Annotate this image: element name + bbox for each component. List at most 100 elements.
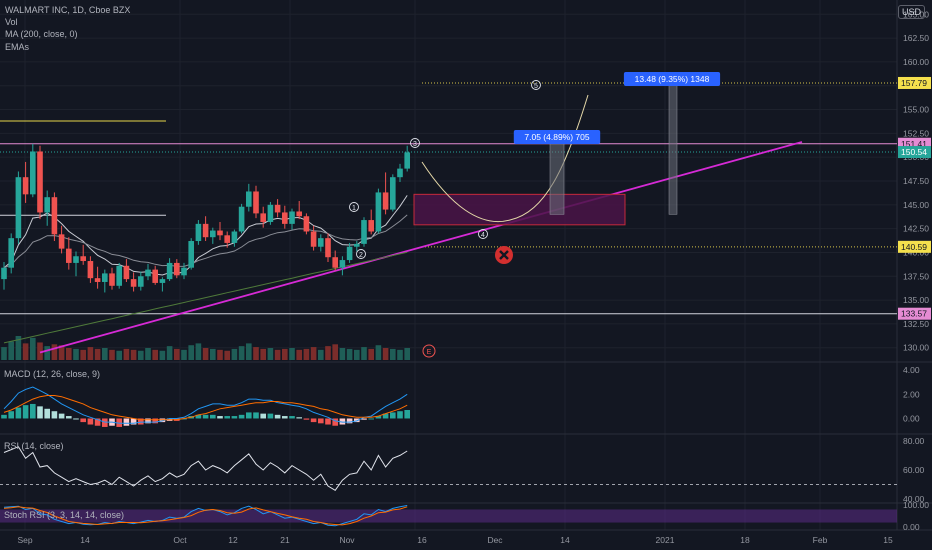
candle-body	[368, 220, 374, 232]
time-axis-label: Nov	[339, 535, 355, 545]
volume-bar	[224, 350, 230, 360]
volume-bar	[339, 348, 346, 360]
time-axis-label: Sep	[17, 535, 32, 545]
candle-body	[382, 192, 389, 210]
volume-bar	[253, 347, 259, 360]
candle-body	[1, 267, 7, 280]
candle-body	[30, 151, 36, 195]
macd-histogram-bar	[217, 416, 223, 419]
volume-bar	[130, 349, 137, 360]
volume-legend[interactable]: Vol	[5, 17, 18, 27]
rsi-pane-label[interactable]: RSI (14, close)	[4, 441, 64, 451]
candle-body	[202, 223, 209, 238]
volume-bar	[145, 348, 151, 360]
candle-body	[310, 231, 317, 247]
volume-bar	[174, 348, 180, 360]
macd-histogram-bar	[94, 418, 101, 426]
price-badge-157.79: 157.79	[898, 76, 931, 89]
macd-histogram-bar	[339, 418, 346, 425]
candle-body	[217, 230, 223, 236]
time-axis-label: 21	[280, 535, 290, 545]
volume-bar	[260, 348, 266, 360]
demand-zone-box	[413, 193, 626, 226]
candle-body	[73, 256, 79, 263]
volume-bar	[289, 348, 295, 360]
macd-histogram-bar	[1, 414, 7, 419]
macd-histogram-bar	[289, 416, 295, 419]
stoch-band	[0, 509, 897, 523]
price-tick-label: 147.50	[903, 176, 929, 186]
candle-body	[22, 177, 29, 195]
wave-marker-5: 5	[531, 80, 541, 90]
volume-bar	[382, 348, 389, 360]
candle-body	[246, 191, 252, 207]
currency-badge[interactable]: USD	[897, 5, 925, 19]
price-badge-label: 140.59	[901, 242, 927, 252]
symbol-title: WALMART INC, 1D, Cboe BZX	[5, 5, 131, 15]
candle-body	[210, 230, 216, 238]
candle-body	[130, 279, 137, 287]
candle-body	[231, 231, 238, 243]
volume-bar	[138, 350, 144, 360]
candle-body	[66, 248, 72, 263]
price-badge-150.54: 150.54	[898, 146, 931, 159]
volume-bar	[66, 348, 72, 360]
volume-bar	[87, 347, 94, 360]
time-axis-label: 18	[740, 535, 750, 545]
price-tick-label: 132.50	[903, 319, 929, 329]
measure-label: 7.05 (4.89%) 705	[524, 132, 589, 142]
macd-histogram-bar	[130, 418, 137, 425]
volume-bar	[390, 348, 396, 360]
volume-bar	[181, 349, 187, 360]
volume-bar	[267, 348, 274, 360]
price-badge-133.57: 133.57	[898, 307, 931, 320]
volume-bar	[1, 347, 7, 360]
volume-bar	[354, 349, 360, 360]
candle-body	[80, 256, 86, 262]
macd-pane-label[interactable]: MACD (12, 26, close, 9)	[4, 369, 101, 379]
candle-body	[267, 204, 274, 222]
volume-bar	[73, 348, 79, 360]
ma-legend[interactable]: MA (200, close, 0)	[5, 29, 78, 39]
candle-body	[332, 257, 338, 268]
candle-body	[253, 191, 259, 214]
price-tick-label: 152.50	[903, 128, 929, 138]
candle-body	[303, 216, 310, 232]
candle-body	[159, 279, 166, 283]
volume-bar	[102, 348, 108, 360]
wave-marker-3: 3	[410, 138, 420, 148]
emas-legend[interactable]: EMAs	[5, 42, 30, 52]
macd-histogram-bar	[332, 418, 338, 426]
volume-bar	[404, 348, 410, 360]
macd-histogram-bar	[87, 418, 94, 425]
macd-histogram-bar	[44, 408, 50, 419]
volume-bar	[166, 346, 173, 360]
macd-histogram-bar	[382, 413, 389, 419]
volume-bar	[188, 345, 194, 360]
invalidation-x-icon	[495, 246, 513, 264]
time-axis-label: Oct	[173, 535, 187, 545]
macd-histogram-bar	[361, 418, 367, 420]
time-axis-label: 14	[560, 535, 570, 545]
wave-marker-1: 1	[349, 202, 359, 212]
macd-histogram-bar	[224, 416, 230, 419]
candle-body	[238, 206, 245, 232]
macd-histogram-bar	[231, 416, 238, 419]
rsi-tick-label: 60.00	[903, 465, 925, 475]
volume-bar	[44, 346, 50, 360]
volume-bar	[303, 348, 310, 360]
wave-marker-4: 4	[478, 229, 488, 239]
measure-badge-1: 7.05 (4.89%) 705	[513, 130, 601, 144]
stoch-pane-label[interactable]: Stoch RSI (3, 3, 14, 14, close)	[4, 510, 125, 520]
rsi-tick-label: 80.00	[903, 436, 925, 446]
price-tick-label: 160.00	[903, 57, 929, 67]
macd-histogram-bar	[354, 418, 360, 423]
macd-histogram-bar	[318, 418, 324, 424]
macd-histogram-bar	[246, 412, 252, 419]
volume-bar	[368, 348, 374, 360]
candle-body	[181, 267, 187, 276]
macd-histogram-bar	[138, 418, 144, 425]
time-axis-label: Feb	[813, 535, 828, 545]
macd-histogram-bar	[325, 418, 331, 425]
